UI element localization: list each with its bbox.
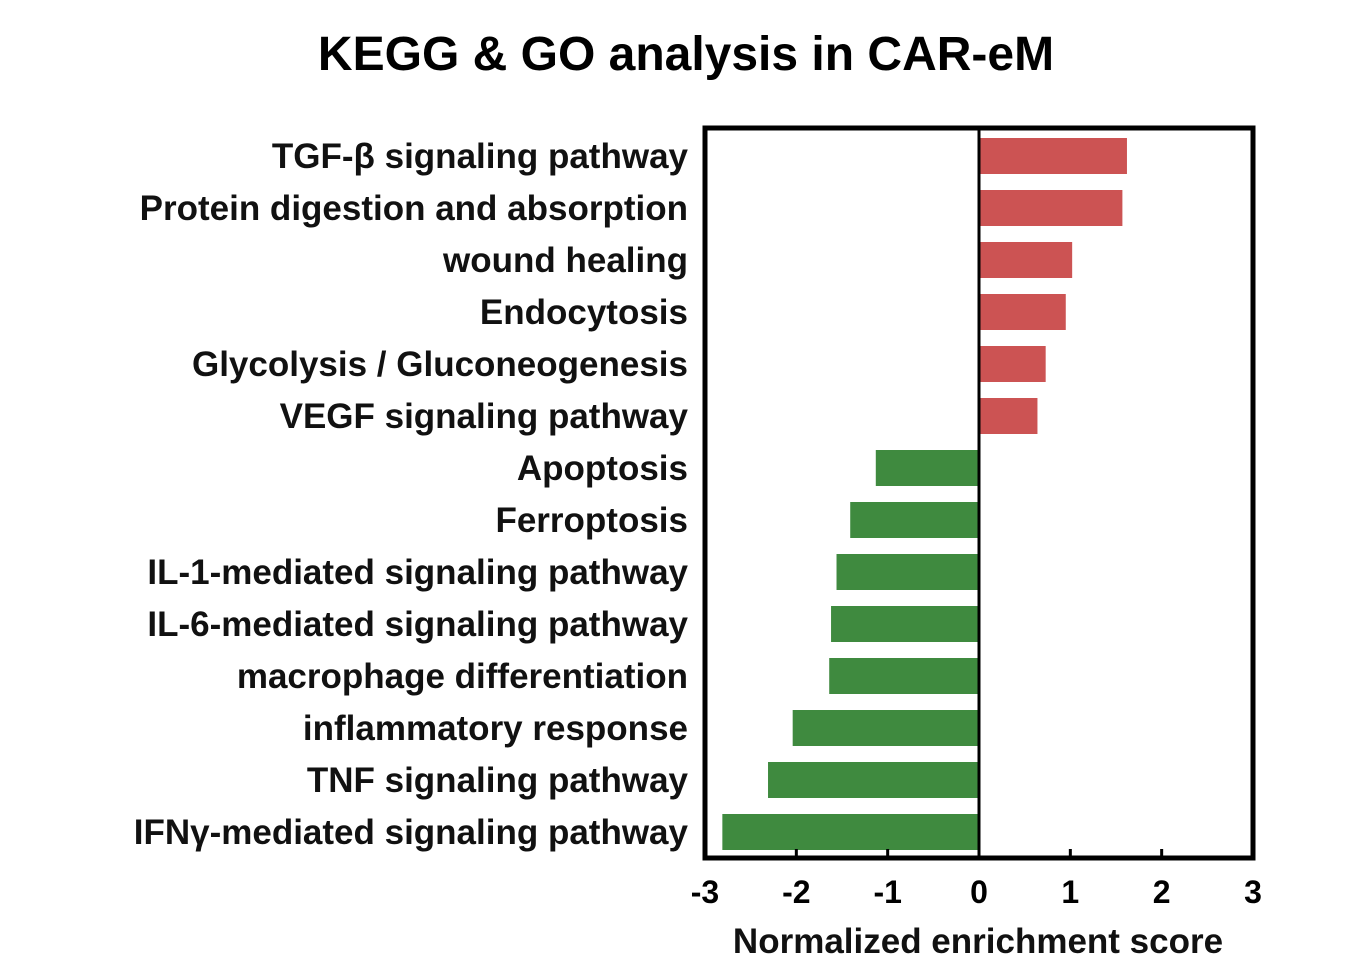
bar-0 (979, 138, 1127, 174)
category-label: IL-1-mediated signaling pathway (147, 553, 688, 592)
category-labels: TGF-β signaling pathway Protein digestion… (134, 137, 689, 852)
bar-4 (979, 346, 1046, 382)
bar-9 (831, 606, 979, 642)
bar-10 (829, 658, 979, 694)
category-label: Ferroptosis (495, 501, 688, 540)
bar-5 (979, 398, 1038, 434)
category-label: Endocytosis (480, 293, 688, 332)
category-label: Protein digestion and absorption (140, 189, 688, 228)
bar-7 (850, 502, 979, 538)
category-label: inflammatory response (303, 709, 688, 748)
x-tick-label: -2 (782, 874, 810, 910)
x-axis-label: Normalized enrichment score (733, 922, 1223, 961)
x-tick-label: 3 (1244, 874, 1262, 910)
chart-title: KEGG & GO analysis in CAR-eM (318, 28, 1054, 81)
bar-13 (722, 814, 979, 850)
bars-layer (722, 138, 1127, 850)
category-label: IFNγ-mediated signaling pathway (134, 813, 689, 852)
bar-1 (979, 190, 1123, 226)
category-label: TNF signaling pathway (307, 761, 689, 800)
x-tick-label: 2 (1153, 874, 1171, 910)
bar-11 (792, 710, 979, 746)
category-label: TGF-β signaling pathway (272, 137, 689, 176)
category-label: IL-6-mediated signaling pathway (147, 605, 688, 644)
bar-8 (836, 554, 979, 590)
x-axis-ticks: -3 -2 -1 0 1 2 3 (691, 849, 1262, 910)
bar-12 (768, 762, 979, 798)
category-label: Glycolysis / Gluconeogenesis (192, 345, 688, 384)
x-tick-label: -1 (873, 874, 901, 910)
category-label: macrophage differentiation (237, 657, 688, 696)
x-tick-label: 0 (970, 874, 988, 910)
category-label: Apoptosis (517, 449, 688, 488)
x-tick-label: 1 (1061, 874, 1079, 910)
bar-3 (979, 294, 1066, 330)
category-label: VEGF signaling pathway (280, 397, 689, 436)
bar-6 (875, 450, 979, 486)
bar-2 (979, 242, 1073, 278)
category-label: wound healing (442, 241, 688, 280)
x-tick-label: -3 (691, 874, 719, 910)
